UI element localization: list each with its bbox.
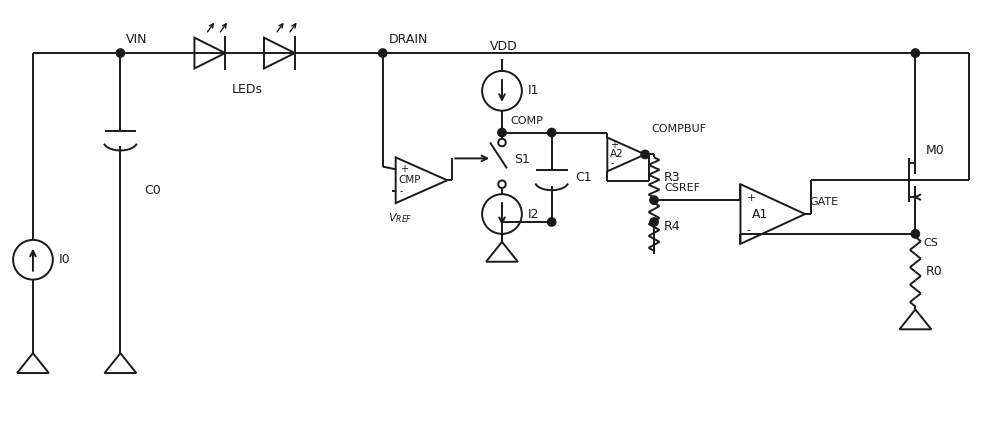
Text: COMPBUF: COMPBUF (651, 124, 706, 133)
Circle shape (650, 218, 658, 226)
Circle shape (498, 128, 506, 137)
Text: +: + (746, 193, 756, 203)
Text: R3: R3 (664, 171, 681, 184)
Circle shape (911, 49, 920, 57)
Circle shape (547, 128, 556, 137)
Text: GATE: GATE (809, 197, 838, 207)
Text: I0: I0 (59, 253, 70, 266)
Text: A2: A2 (610, 149, 624, 160)
Text: -: - (746, 225, 750, 235)
Text: LEDs: LEDs (232, 83, 263, 96)
Text: C0: C0 (144, 184, 161, 197)
Text: R0: R0 (925, 265, 942, 278)
Text: -: - (610, 158, 614, 168)
Text: VIN: VIN (126, 33, 148, 46)
Circle shape (650, 196, 658, 204)
Text: A1: A1 (752, 208, 769, 221)
Circle shape (379, 49, 387, 57)
Text: CS: CS (923, 238, 938, 248)
Text: R4: R4 (664, 221, 681, 233)
Text: I1: I1 (528, 84, 539, 97)
Circle shape (116, 49, 125, 57)
Text: CSREF: CSREF (664, 183, 700, 193)
Text: M0: M0 (925, 144, 944, 157)
Text: +: + (400, 164, 408, 174)
Text: $V_{REF}$: $V_{REF}$ (388, 211, 412, 225)
Text: COMP: COMP (510, 116, 543, 126)
Circle shape (911, 230, 920, 238)
Text: -: - (400, 186, 403, 196)
Text: C1: C1 (576, 171, 592, 184)
Text: CMP: CMP (398, 175, 421, 185)
Text: S1: S1 (514, 153, 530, 166)
Text: DRAIN: DRAIN (389, 33, 428, 46)
Text: VDD: VDD (490, 40, 518, 53)
Text: +: + (610, 141, 618, 150)
Text: I2: I2 (528, 208, 539, 221)
Circle shape (547, 218, 556, 226)
Circle shape (641, 150, 649, 159)
